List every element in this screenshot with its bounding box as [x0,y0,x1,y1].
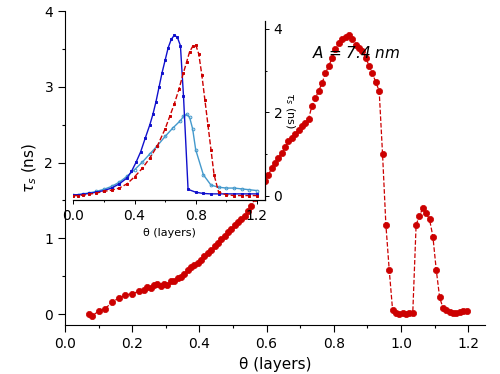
X-axis label: θ (layers): θ (layers) [239,357,311,372]
Y-axis label: $\tau_s$ (ns): $\tau_s$ (ns) [282,92,296,129]
Y-axis label: $\tau_s$ (ns): $\tau_s$ (ns) [20,143,39,193]
Text: $A$ = 7.4 nm: $A$ = 7.4 nm [312,45,400,61]
